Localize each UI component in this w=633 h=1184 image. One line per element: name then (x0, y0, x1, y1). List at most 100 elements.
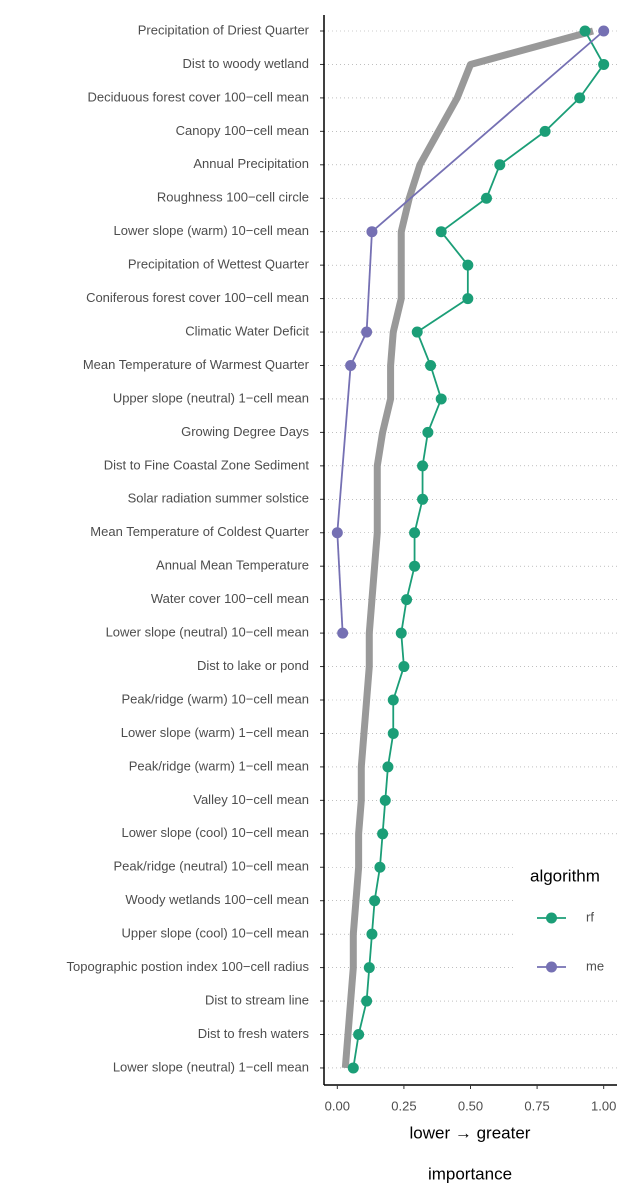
series-line (485, 164, 501, 199)
y-tick-label: Valley 10−cell mean (193, 792, 309, 807)
series-line (416, 297, 469, 333)
point (435, 393, 447, 405)
y-tick-label: Dist to stream line (205, 992, 309, 1007)
series-line (349, 331, 368, 366)
point (387, 727, 399, 739)
point (417, 460, 429, 472)
y-tick-label: Peak/ridge (warm) 10−cell mean (122, 691, 310, 706)
point (377, 828, 389, 840)
point (462, 259, 474, 271)
y-tick-label: Lower slope (cool) 10−cell mean (121, 825, 309, 840)
y-tick-label: Dist to fresh waters (198, 1026, 310, 1041)
point (395, 627, 407, 639)
point (417, 493, 429, 505)
point (382, 761, 394, 773)
y-tick-label: Topographic postion index 100−cell radiu… (67, 959, 310, 974)
series-line (357, 1000, 368, 1035)
y-tick-label: Mean Temperature of Coldest Quarter (90, 524, 309, 539)
y-tick-label: Lower slope (neutral) 10−cell mean (106, 625, 309, 640)
point (598, 58, 610, 70)
y-tick-label: Woody wetlands 100−cell mean (125, 892, 309, 907)
y-tick-label: Deciduous forest cover 100−cell mean (88, 89, 309, 104)
point (353, 1029, 365, 1040)
y-tick-label: Roughness 100−cell circle (157, 190, 309, 205)
x-axis-label: lower → greater (410, 1123, 531, 1142)
point (366, 226, 378, 238)
y-tick-label: Lower slope (neutral) 1−cell mean (113, 1059, 309, 1074)
series-line (578, 63, 605, 99)
series-line (387, 733, 395, 768)
y-tick-label: Upper slope (neutral) 1−cell mean (113, 390, 309, 405)
legend-point (546, 912, 557, 924)
series-line (499, 130, 546, 166)
point (398, 661, 410, 673)
y-tick-label: Peak/ridge (warm) 1−cell mean (129, 758, 309, 773)
point (345, 360, 357, 371)
point (361, 995, 373, 1007)
point (409, 527, 421, 539)
series-line (371, 30, 605, 233)
y-tick-label: Annual Mean Temperature (156, 558, 309, 573)
y-tick-label: Coniferous forest cover 100−cell mean (86, 290, 309, 305)
y-tick-label: Precipitation of Driest Quarter (138, 22, 310, 37)
y-tick-label: Water cover 100−cell mean (151, 591, 309, 606)
point (494, 159, 506, 171)
point (363, 962, 375, 974)
point (422, 426, 434, 438)
y-tick-label: Peak/ridge (neutral) 10−cell mean (114, 859, 309, 874)
series-line (371, 900, 376, 935)
series-line (400, 599, 408, 634)
y-tick-label: Mean Temperature of Warmest Quarter (83, 357, 310, 372)
x-tick-label: 0.50 (458, 1098, 483, 1113)
series-line (368, 934, 373, 968)
x-tick-label: 0.25 (391, 1098, 416, 1113)
series-line (336, 365, 352, 533)
legend-label: rf (586, 909, 594, 924)
legend-background (515, 858, 633, 998)
y-tick-label: Dist to woody wetland (183, 56, 309, 71)
point (462, 293, 474, 305)
series-line (352, 1034, 360, 1069)
x-axis-label: importance (428, 1164, 512, 1183)
x-tick-label: 1.00 (591, 1098, 616, 1113)
y-tick-label: Dist to Fine Coastal Zone Sediment (104, 457, 310, 472)
point (369, 895, 381, 907)
legend-label: me (586, 958, 604, 973)
series-line (384, 766, 389, 801)
series-line (336, 532, 344, 634)
point (425, 360, 437, 371)
point (366, 928, 378, 940)
y-tick-label: Upper slope (cool) 10−cell mean (121, 926, 309, 941)
series-line (421, 432, 429, 466)
summary-line (341, 27, 594, 1069)
point (435, 226, 447, 238)
legend-title: algorithm (530, 866, 600, 885)
series-line (429, 365, 443, 400)
point (411, 326, 423, 338)
series-line (440, 231, 469, 266)
point (598, 25, 610, 37)
y-tick-label: Climatic Water Deficit (185, 323, 309, 338)
series-line (440, 197, 488, 233)
point (409, 560, 421, 572)
y-tick-label: Lower slope (warm) 1−cell mean (121, 725, 309, 740)
point (539, 125, 551, 137)
y-tick-label: Growing Degree Days (181, 424, 309, 439)
series-line (365, 967, 371, 1002)
point (379, 794, 391, 806)
series-line (584, 30, 605, 65)
x-tick-label: 0.00 (325, 1098, 350, 1113)
point (401, 594, 413, 606)
series-line (405, 565, 416, 600)
y-tick-label: Dist to lake or pond (197, 658, 309, 673)
series-line (400, 633, 405, 667)
point (337, 627, 349, 639)
series-line (544, 97, 581, 132)
point (574, 92, 586, 104)
point (331, 527, 343, 539)
legend-point (546, 961, 557, 973)
y-tick-label: Precipitation of Wettest Quarter (128, 257, 310, 272)
series-line (416, 331, 432, 366)
series-line (381, 800, 387, 834)
